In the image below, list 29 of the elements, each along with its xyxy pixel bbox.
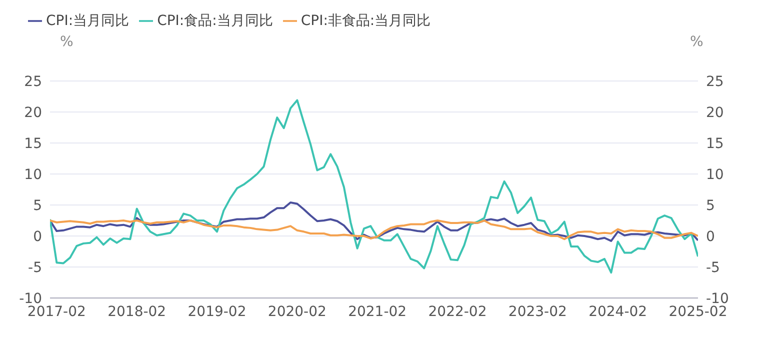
legend-label: CPI:食品:当月同比 (157, 13, 273, 29)
y2-tick-label: 0 (706, 228, 715, 245)
y2-tick-label: 10 (706, 166, 724, 183)
x-tick-label: 2023-02 (508, 304, 567, 320)
x-tick-label: 2022-02 (428, 304, 487, 320)
y-tick-label: 15 (24, 136, 42, 152)
line-series (50, 220, 698, 240)
y2-tick-label: 25 (706, 74, 724, 90)
x-tick-label: 2020-02 (268, 304, 326, 320)
x-tick-label: 2018-02 (108, 304, 166, 320)
y-tick-label: 5 (33, 198, 42, 214)
y-tick-label: 25 (24, 74, 42, 90)
legend-label: CPI:非食品:当月同比 (300, 13, 431, 29)
x-tick-label: 2021-02 (348, 304, 407, 320)
y-tick-label: 10 (24, 166, 42, 183)
x-tick-label: 2024-02 (588, 304, 648, 320)
y2-tick-label: -5 (706, 260, 720, 276)
line-series (50, 99, 698, 274)
y-tick-label: 0 (33, 228, 42, 245)
x-tick-label: 2019-02 (188, 304, 246, 320)
y2-axis-title: % (690, 34, 704, 50)
y2-tick-label: 5 (706, 198, 715, 214)
line-series (50, 202, 698, 242)
y2-tick-label: 20 (706, 104, 724, 121)
y2-tick-label: 15 (706, 136, 724, 152)
y-axis-title: % (60, 34, 74, 50)
y-tick-label: 20 (24, 104, 42, 121)
legend-label: CPI:当月同比 (46, 13, 130, 29)
y-tick-label: -5 (28, 260, 42, 276)
